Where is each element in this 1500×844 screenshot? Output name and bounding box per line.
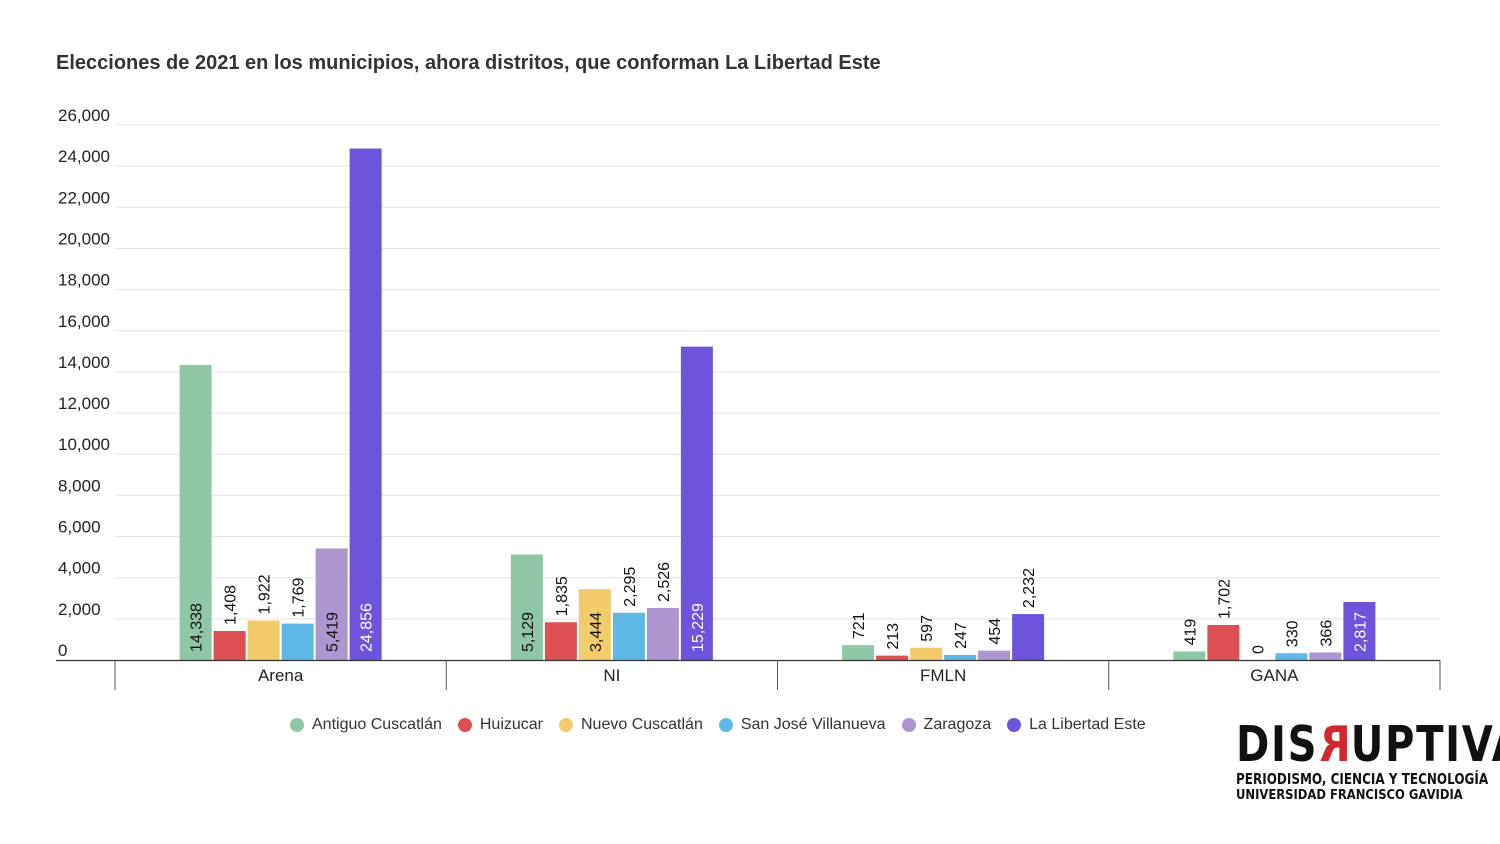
data-label: 14,338 [189,603,206,652]
y-tick-label: 12,000 [58,394,110,413]
bar [1173,651,1206,660]
data-label: 2,817 [1352,612,1369,652]
logo-university: UNIVERSIDAD FRANCISCO GAVIDIA [1236,788,1463,803]
legend-label: La Libertad Este [1029,716,1146,733]
bar [247,620,280,660]
bar [349,148,382,661]
y-tick-label: 18,000 [58,271,110,290]
legend-entry: Antiguo Cuscatlán [290,716,442,734]
data-label: 366 [1318,620,1335,647]
data-label: 1,702 [1216,579,1233,619]
x-tick-label: GANA [1250,666,1299,685]
legend-label: Zaragoza [923,716,992,733]
legend-swatch [718,718,733,732]
bar [612,612,645,660]
data-label: 2,232 [1021,568,1038,608]
y-tick-label: 2,000 [58,600,101,619]
bar [1207,624,1240,660]
y-tick-label: 6,000 [58,518,101,537]
legend-entry: La Libertad Este [1007,716,1146,734]
bar [1275,653,1308,660]
data-label: 3,444 [588,612,605,652]
bars: 14,338 1,408 1,922 1,769 5,419 24,856 5,129 1,8… [179,148,1376,661]
bar [213,631,246,660]
legend-swatch [290,718,304,732]
legend-label: Nuevo Cuscatlán [581,716,703,733]
data-label: 721 [851,612,868,639]
gridlines [115,124,1440,620]
data-label: 0 [1250,645,1267,654]
chart-title: Elecciones de 2021 en los municipios, ah… [56,52,881,74]
y-tick-label: 16,000 [58,312,110,331]
legend-entry: Huizucar [457,716,543,734]
data-label: 1,922 [257,574,274,614]
data-label: 213 [885,623,902,650]
legend-swatch [901,718,916,732]
bar [281,623,314,660]
legend-entry: Nuevo Cuscatlán [559,716,703,734]
bar [578,589,611,660]
bar [510,554,543,660]
data-label: 1,835 [554,576,571,616]
legend-swatch [1007,718,1022,732]
y-tick-label: 4,000 [58,559,101,578]
y-tick-label: 14,000 [58,353,110,372]
legend-label: San José Villanueva [740,716,886,733]
bar [179,364,212,660]
bar [315,548,348,660]
y-tick-label: 10,000 [58,435,110,454]
legend-label: Huizucar [479,716,543,733]
data-label: 247 [953,622,970,649]
data-label: 5,419 [325,612,342,652]
legend-swatch [559,718,573,732]
bar [978,650,1011,660]
bar [910,647,943,660]
y-axis: 0 2,000 4,000 6,000 8,000 10,000 12,000 14,000 1… [58,106,110,660]
legend-label: Antiguo Cuscatlán [312,716,442,733]
data-label: 454 [987,618,1004,645]
y-tick-label: 22,000 [58,188,110,207]
data-label: 1,408 [223,585,240,625]
bar [1309,652,1342,660]
x-tick-label: Arena [258,666,304,685]
logo-wordmark: DISRUPTIVA [1236,716,1500,773]
data-label: 597 [919,615,936,642]
bar [876,655,909,660]
data-label: 24,856 [359,603,376,652]
y-tick-label: 24,000 [58,147,110,166]
data-label: 330 [1284,620,1301,647]
bar [680,346,713,660]
data-label: 419 [1182,619,1199,646]
y-tick-label: 26,000 [58,106,110,125]
bar [842,645,875,660]
legend: Antiguo Cuscatlán Huizucar Nuevo Cuscatlán… [290,716,1146,734]
bar [646,608,679,660]
data-label: 5,129 [520,612,537,652]
data-label: 2,295 [622,567,639,607]
data-label: 2,526 [656,562,673,602]
bar [944,654,977,660]
x-axis: Arena NI FMLN GANA [56,659,1441,690]
data-label: 1,769 [291,577,308,617]
x-tick-label: NI [603,666,620,685]
legend-entry: Zaragoza [901,716,992,734]
x-tick-label: FMLN [920,666,966,685]
bar [1012,614,1045,660]
legend-entry: San José Villanueva [718,716,886,734]
bar [544,622,577,660]
data-label: 15,229 [690,603,707,652]
legend-swatch [457,718,472,732]
y-tick-label: 8,000 [58,476,101,495]
disruptiva-logo: DISRUPTIVA PERIODISMO, CIENCIA Y TECNOLO… [1236,716,1500,803]
y-tick-label: 0 [58,641,67,660]
y-tick-label: 20,000 [58,229,110,248]
bar [1343,602,1376,660]
logo-tagline: PERIODISMO, CIENCIA Y TECNOLOGÍA [1236,770,1489,788]
